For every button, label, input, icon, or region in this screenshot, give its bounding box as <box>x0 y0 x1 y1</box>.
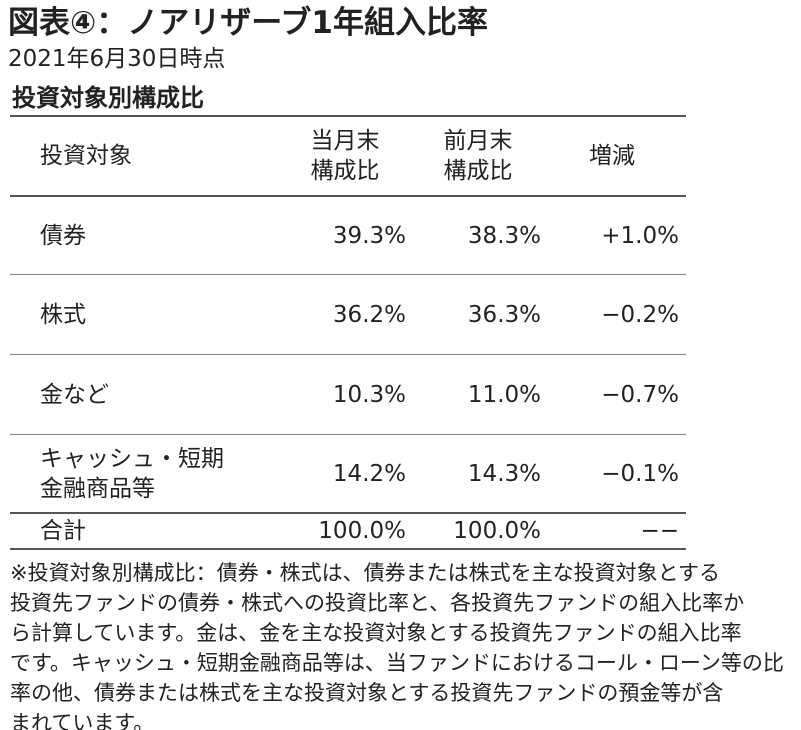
rule <box>10 195 686 197</box>
cell: +1.0% <box>601 222 679 249</box>
cell: 11.0% <box>467 381 541 408</box>
row-label: 金など <box>40 381 109 408</box>
row-label: 株式 <box>40 301 86 328</box>
column-header: 構成比 <box>310 157 380 184</box>
rule <box>10 274 686 275</box>
cell: 36.3% <box>467 301 541 328</box>
rule <box>10 115 686 117</box>
cell: −0.7% <box>601 381 679 408</box>
footnote-line: です。キャッシュ・短期金融商品等は、当ファンドにおけるコール・ローン等の比 <box>10 651 784 675</box>
cell: 36.2% <box>332 301 406 328</box>
column-header: 前月末 <box>443 127 513 154</box>
row-label: 合計 <box>40 517 86 544</box>
cell: 38.3% <box>467 222 541 249</box>
cell: −− <box>640 517 679 544</box>
footnote-line: まれています。 <box>10 711 155 730</box>
row-label: 金融商品等 <box>40 475 155 502</box>
section-title: 投資対象別構成比 <box>12 84 204 112</box>
row-label: キャッシュ・短期 <box>40 445 224 472</box>
row-label: 債券 <box>40 222 86 249</box>
rule <box>10 434 686 435</box>
title: 図表④：ノアリザーブ1年組入比率 <box>8 5 488 41</box>
cell: 39.3% <box>332 222 406 249</box>
rule <box>10 354 686 355</box>
footnote-line: ※投資対象別構成比：債券・株式は、債券または株式を主な投資対象とする <box>10 561 720 585</box>
footnote-line: ら計算しています。金は、金を主な投資対象とする投資先ファンドの組入比率 <box>10 621 742 645</box>
footnote-line: 率の他、債券または株式を主な投資対象とする投資先ファンドの預金等が含 <box>10 681 724 705</box>
cell: −0.1% <box>601 460 679 487</box>
cell: 14.3% <box>467 460 541 487</box>
column-header: 増減 <box>589 142 635 169</box>
footnote-line: 投資先ファンドの債券・株式への投資比率と、各投資先ファンドの組入比率か <box>10 591 745 615</box>
cell: 100.0% <box>453 517 541 544</box>
column-header: 当月末 <box>310 127 380 154</box>
cell: −0.2% <box>601 301 679 328</box>
column-header: 投資対象 <box>40 142 132 169</box>
column-header: 構成比 <box>443 157 513 184</box>
rule <box>10 512 686 514</box>
cell: 14.2% <box>332 460 406 487</box>
rule <box>10 548 686 550</box>
cell: 100.0% <box>318 517 406 544</box>
subtitle: 2021年6月30日時点 <box>8 46 226 72</box>
cell: 10.3% <box>332 381 406 408</box>
